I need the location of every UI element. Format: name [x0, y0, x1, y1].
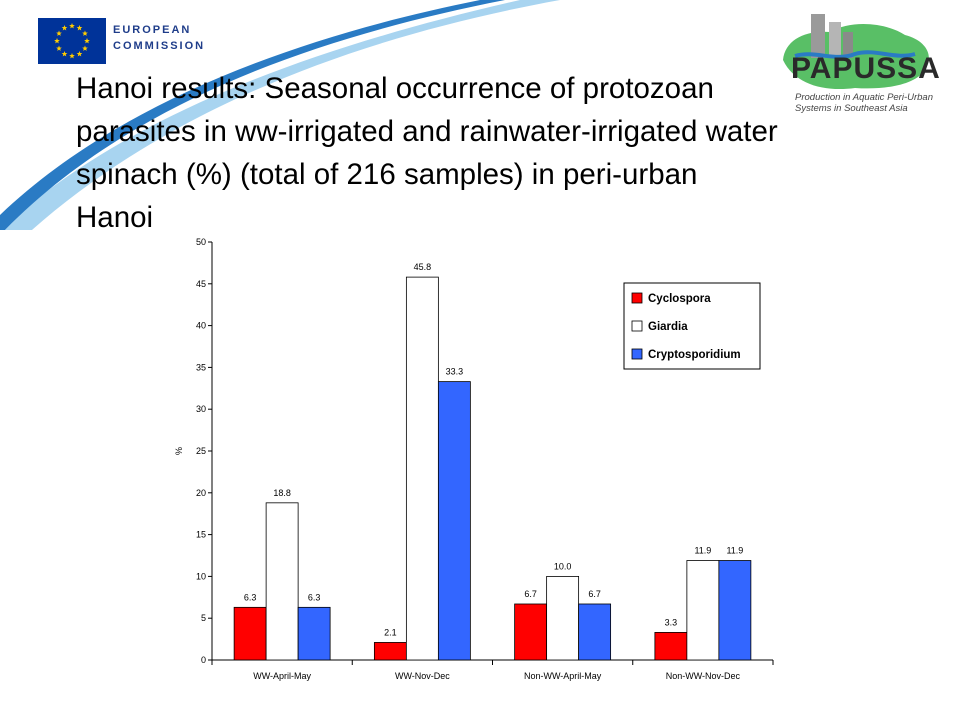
- papussa-subtitle-line1: Production in Aquatic Peri-Urban: [795, 92, 933, 103]
- papussa-wordmark: PAPUSSA: [791, 52, 941, 85]
- data-label: 45.8: [414, 262, 432, 272]
- y-tick-label: 35: [196, 362, 206, 372]
- data-label: 3.3: [665, 617, 678, 627]
- eu-logo-line2: COMMISSION: [113, 40, 206, 52]
- y-tick-label: 40: [196, 321, 206, 331]
- bar-cyclospora: [654, 632, 688, 661]
- eu-logo-tagline: Community research: [24, 70, 126, 80]
- eu-star-icon: [61, 50, 68, 57]
- legend-swatch-cryptosporidium: [631, 348, 643, 360]
- y-tick-label: 30: [196, 404, 206, 414]
- bar-cyclospora: [233, 606, 267, 661]
- legend-label-giardia: Giardia: [648, 321, 688, 333]
- header-swoosh: [0, 0, 560, 230]
- x-tick-label: Non-WW-April-May: [524, 671, 602, 681]
- y-tick-label: 10: [196, 571, 206, 581]
- eu-star-icon: [69, 53, 75, 59]
- chart-bars: 6.3 18.8 6.3 2.1 45.8 33.3 6.7 10.0 6.7 3.3 11.9 11…: [233, 262, 752, 661]
- papussa-map-icon: [783, 14, 929, 90]
- eu-star-icon: [76, 25, 83, 31]
- bar-chart: 0 5 10 15 20 25 30 35 40 45 50% WW-April-May WW-Nov-…: [174, 237, 774, 681]
- bar-giardia: [546, 575, 580, 661]
- bar-giardia: [686, 560, 720, 661]
- papussa-subtitle-line2: Systems in Southeast Asia: [795, 103, 908, 114]
- eu-star-icon: [76, 50, 83, 57]
- eu-star-icon: [61, 25, 68, 31]
- y-tick-label: 50: [196, 237, 206, 247]
- y-tick-label: 45: [196, 279, 206, 289]
- data-label: 11.9: [694, 546, 711, 556]
- data-label: 2.1: [384, 627, 397, 637]
- bar-cryptosporidium: [578, 603, 612, 661]
- eu-star-icon: [56, 45, 62, 51]
- data-label: 10.0: [554, 561, 572, 571]
- eu-star-icon: [84, 38, 90, 44]
- eu-star-icon: [56, 30, 62, 36]
- eu-star-icon: [82, 45, 88, 51]
- legend-swatch-cyclospora: [631, 292, 643, 304]
- data-label: 6.3: [244, 592, 257, 602]
- legend-label-cyclospora: Cyclospora: [648, 293, 711, 305]
- data-label: 6.7: [524, 589, 537, 599]
- legend-box: [623, 282, 761, 370]
- y-tick-label: 20: [196, 488, 206, 498]
- data-label: 11.9: [726, 546, 743, 556]
- x-tick-label: WW-Nov-Dec: [395, 671, 450, 681]
- data-label: 18.8: [273, 488, 291, 498]
- bar-cryptosporidium: [297, 606, 331, 661]
- papussa-logo: PAPUSSA Production in Aquatic Peri-Urban…: [775, 10, 960, 114]
- y-tick-label: 5: [201, 613, 206, 623]
- data-label: 33.3: [446, 367, 464, 377]
- eu-logo-line1: EUROPEAN: [113, 24, 192, 36]
- bar-cyclospora: [373, 642, 407, 661]
- chart-legend: Cyclospora Giardia Cryptosporidium: [623, 282, 761, 370]
- eu-star-icon: [82, 30, 88, 36]
- eu-flag-icon: [38, 18, 106, 64]
- bar-giardia: [265, 502, 299, 661]
- y-tick-label: 0: [201, 655, 206, 665]
- legend-swatch-giardia: [631, 320, 643, 332]
- data-label: 6.3: [308, 592, 321, 602]
- eu-logo: EUROPEAN COMMISSION Community research: [0, 0, 330, 85]
- bar-giardia: [405, 276, 439, 661]
- bar-cryptosporidium: [437, 381, 471, 661]
- bar-cyclospora: [514, 603, 548, 661]
- y-axis-label: %: [174, 447, 184, 455]
- x-tick-label: WW-April-May: [253, 671, 311, 681]
- x-tick-label: Non-WW-Nov-Dec: [666, 671, 741, 681]
- slide-title: Hanoi results: Seasonal occurrence of pr…: [76, 72, 778, 234]
- eu-star-icon: [69, 23, 75, 29]
- data-label: 6.7: [588, 589, 601, 599]
- bar-cryptosporidium: [718, 560, 752, 661]
- legend-label-cryptosporidium: Cryptosporidium: [648, 349, 741, 361]
- y-tick-label: 25: [196, 446, 206, 456]
- eu-star-icon: [54, 38, 60, 44]
- y-tick-label: 15: [196, 530, 206, 540]
